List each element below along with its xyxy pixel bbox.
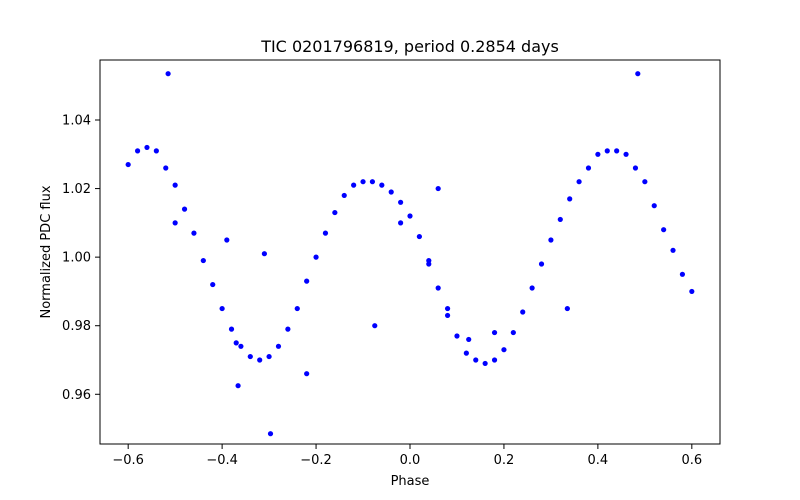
data-point	[623, 151, 629, 157]
data-point	[235, 383, 241, 389]
data-point	[670, 247, 676, 253]
data-point	[407, 213, 413, 219]
data-point	[313, 254, 319, 260]
x-tick-label: 0.2	[494, 453, 515, 468]
data-point	[181, 206, 188, 212]
data-point	[416, 233, 422, 240]
data-point	[233, 340, 239, 346]
data-point	[294, 305, 300, 312]
data-points	[125, 71, 695, 437]
data-point	[520, 309, 526, 315]
data-point	[510, 329, 516, 336]
x-axis: −0.6 −0.4 −0.2 0.0 0.2 0.4 0.6	[112, 444, 702, 468]
data-point	[463, 350, 469, 356]
data-point	[482, 360, 488, 367]
data-point	[557, 216, 563, 223]
data-point	[261, 251, 267, 257]
y-axis: 0.96 0.98 1.00 1.02 1.04	[62, 114, 100, 403]
data-point	[473, 357, 479, 363]
data-point	[238, 343, 244, 349]
data-point	[266, 353, 272, 360]
data-point	[228, 326, 235, 332]
data-point	[125, 161, 131, 168]
data-point	[614, 148, 620, 154]
data-point	[661, 227, 667, 233]
data-point	[491, 329, 498, 336]
data-point	[454, 333, 460, 339]
x-tick-label: 0.0	[400, 453, 421, 468]
data-point	[501, 347, 507, 353]
data-point	[257, 357, 263, 363]
y-axis-label: Normalized PDC flux	[39, 185, 54, 318]
data-point	[191, 230, 197, 236]
x-tick-label: 0.4	[588, 453, 609, 468]
y-tick-label: 1.02	[62, 182, 91, 197]
data-point	[275, 343, 282, 349]
data-point	[632, 165, 639, 171]
data-point	[360, 179, 366, 185]
data-point	[564, 305, 570, 312]
data-point	[172, 220, 178, 226]
x-tick-label: −0.2	[300, 453, 332, 468]
data-point	[224, 237, 230, 243]
plot-frame	[99, 59, 721, 445]
x-tick-label: 0.6	[681, 453, 702, 468]
data-point	[635, 71, 641, 77]
data-point	[529, 285, 535, 291]
data-point	[134, 148, 141, 154]
y-tick-label: 0.98	[62, 319, 91, 334]
data-point	[435, 285, 441, 291]
data-point	[538, 261, 545, 267]
data-point	[304, 278, 310, 284]
data-point	[604, 148, 610, 154]
data-point	[163, 165, 169, 171]
data-point	[398, 199, 404, 205]
data-point	[247, 353, 253, 360]
data-point	[426, 261, 432, 267]
data-point	[444, 312, 451, 319]
data-point	[642, 179, 648, 185]
data-point	[369, 179, 376, 185]
data-point	[200, 257, 206, 264]
data-point	[304, 371, 310, 377]
data-point	[595, 151, 601, 157]
data-point	[219, 305, 225, 312]
data-point	[285, 326, 291, 332]
data-point	[491, 357, 498, 363]
data-point	[689, 288, 695, 295]
data-point	[267, 431, 274, 437]
x-tick-label: −0.4	[206, 453, 238, 468]
data-point	[210, 281, 216, 288]
chart-title: TIC 0201796819, period 0.2854 days	[260, 37, 559, 56]
data-point	[444, 305, 451, 312]
data-point	[398, 220, 404, 226]
y-tick-label: 1.04	[62, 114, 91, 129]
data-point	[567, 196, 573, 202]
data-point	[435, 185, 441, 192]
data-point	[165, 71, 171, 77]
data-point	[172, 182, 178, 188]
data-point	[379, 182, 385, 188]
data-point	[651, 203, 657, 209]
data-point	[351, 182, 357, 188]
x-tick-label: −0.6	[112, 453, 144, 468]
data-point	[153, 148, 159, 154]
data-point	[332, 209, 338, 216]
data-point	[548, 237, 554, 243]
y-tick-label: 0.96	[62, 388, 91, 403]
y-tick-label: 1.00	[62, 251, 91, 266]
data-point	[585, 165, 592, 171]
data-point	[576, 179, 582, 185]
data-point	[341, 192, 347, 199]
data-point	[322, 230, 329, 236]
data-point	[372, 323, 378, 329]
data-point	[388, 189, 394, 195]
data-point	[679, 271, 686, 277]
data-point	[144, 144, 150, 151]
x-axis-label: Phase	[391, 474, 430, 489]
data-point	[466, 336, 472, 343]
